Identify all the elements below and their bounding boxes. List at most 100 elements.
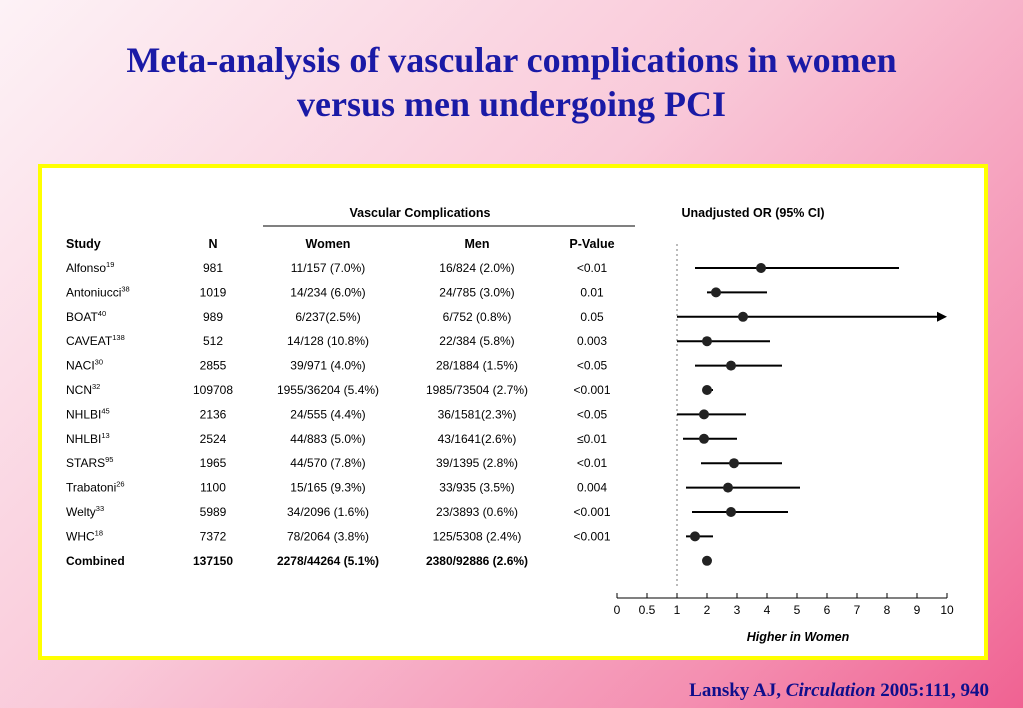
row-study: STARS95: [66, 455, 113, 470]
citation-ref: 2005:111, 940: [875, 680, 989, 701]
row-n: 1019: [200, 285, 227, 299]
row-women: 39/971 (4.0%): [290, 359, 365, 373]
row-men: 6/752 (0.8%): [443, 310, 512, 324]
row-study: NHLBI13: [66, 431, 110, 446]
row-women: 6/237(2.5%): [295, 310, 360, 324]
point-estimate: [726, 360, 736, 371]
row-women: 78/2064 (3.8%): [287, 529, 369, 543]
row-men: 1985/73504 (2.7%): [426, 383, 528, 397]
row-men: 33/935 (3.5%): [439, 481, 514, 495]
row-women: 14/234 (6.0%): [290, 285, 365, 299]
row-p: <0.001: [573, 505, 610, 519]
col-header-study: Study: [66, 237, 101, 251]
row-p: 0.004: [577, 481, 607, 495]
point-estimate: [738, 311, 748, 322]
x-tick-label: 7: [854, 603, 861, 617]
row-p: 0.003: [577, 334, 607, 348]
slide-title: Meta-analysis of vascular complications …: [0, 38, 1023, 126]
row-women: 15/165 (9.3%): [290, 481, 365, 495]
point-estimate: [711, 287, 721, 298]
point-estimate: [699, 409, 709, 420]
row-women: 14/128 (10.8%): [287, 334, 369, 348]
row-study: WHC18: [66, 528, 103, 543]
row-study: Combined: [66, 554, 125, 568]
row-study: Alfonso19: [66, 260, 114, 275]
point-estimate: [756, 263, 766, 273]
row-n: 1965: [200, 456, 227, 470]
row-p: <0.01: [577, 261, 608, 275]
row-men: 2380/92886 (2.6%): [426, 554, 528, 568]
row-p: <0.01: [577, 456, 608, 470]
row-men: 43/1641(2.6%): [438, 432, 517, 446]
row-study-ref: 45: [101, 406, 109, 415]
point-estimate: [699, 433, 709, 444]
row-men: 22/384 (5.8%): [439, 334, 514, 348]
row-study-ref: 32: [92, 382, 100, 391]
row-p: 0.05: [580, 310, 604, 324]
row-men: 39/1395 (2.8%): [436, 456, 518, 470]
row-men: 28/1884 (1.5%): [436, 359, 518, 373]
x-axis-label: Higher in Women: [747, 630, 850, 644]
title-line-1: Meta-analysis of vascular complications …: [126, 40, 897, 80]
row-n: 2524: [200, 432, 227, 446]
citation-author: Lansky AJ,: [689, 680, 786, 701]
ci-arrow: [937, 311, 947, 322]
row-p: <0.05: [577, 407, 608, 421]
row-women: 44/570 (7.8%): [290, 456, 365, 470]
row-women: 2278/44264 (5.1%): [277, 554, 379, 568]
row-p: ≤0.01: [577, 432, 607, 446]
x-tick-label: 8: [884, 603, 891, 617]
row-study-ref: 95: [105, 455, 113, 464]
row-study-ref: 40: [98, 309, 106, 318]
row-n: 989: [203, 310, 223, 324]
point-estimate: [702, 555, 712, 566]
row-women: 34/2096 (1.6%): [287, 505, 369, 519]
title-line-2: versus men undergoing PCI: [296, 84, 727, 124]
citation: Lansky AJ, Circulation 2005:111, 940: [689, 680, 989, 702]
row-study-ref: 30: [95, 358, 103, 367]
row-n: 7372: [200, 529, 227, 543]
row-women: 24/555 (4.4%): [290, 407, 365, 421]
row-men: 36/1581(2.3%): [438, 407, 517, 421]
row-n: 2855: [200, 359, 227, 373]
x-tick-label: 10: [940, 603, 954, 617]
point-estimate: [726, 507, 736, 517]
point-estimate: [690, 531, 700, 542]
row-men: 125/5308 (2.4%): [433, 529, 522, 543]
col-header-n: N: [208, 237, 217, 251]
row-study-ref: 26: [116, 480, 124, 489]
row-study: Antoniucci38: [66, 284, 130, 299]
row-study: NCN32: [66, 382, 100, 397]
row-study: Trabatoni26: [66, 480, 125, 495]
x-tick-label: 4: [764, 603, 771, 617]
row-study-ref: 19: [106, 260, 114, 269]
x-tick-label: 0.5: [639, 603, 656, 617]
point-estimate: [702, 385, 712, 395]
row-p: <0.001: [573, 529, 610, 543]
col-header-men: Men: [465, 237, 490, 251]
point-estimate: [729, 458, 739, 469]
x-tick-label: 6: [824, 603, 831, 617]
row-study: Welty33: [66, 504, 104, 519]
point-estimate: [702, 336, 712, 347]
row-study: NACI30: [66, 358, 103, 373]
row-n: 1100: [200, 481, 226, 495]
x-tick-label: 3: [734, 603, 741, 617]
x-tick-label: 5: [794, 603, 801, 617]
row-p: <0.05: [577, 359, 608, 373]
row-n: 137150: [193, 554, 233, 568]
row-n: 109708: [193, 383, 233, 397]
row-study-ref: 33: [96, 504, 104, 513]
forest-plot-figure: Vascular Complications Study N Women Men…: [66, 206, 954, 644]
col-header-p: P-Value: [569, 237, 614, 251]
row-study-ref: 138: [112, 333, 125, 342]
row-n: 5989: [200, 505, 227, 519]
row-study: BOAT40: [66, 309, 106, 324]
col-header-women: Women: [306, 237, 351, 251]
row-study-ref: 18: [95, 528, 103, 537]
row-women: 11/157 (7.0%): [291, 261, 366, 275]
row-n: 2136: [200, 407, 227, 421]
x-tick-label: 1: [674, 603, 681, 617]
x-tick-label: 2: [704, 603, 711, 617]
citation-journal: Circulation: [785, 680, 876, 701]
